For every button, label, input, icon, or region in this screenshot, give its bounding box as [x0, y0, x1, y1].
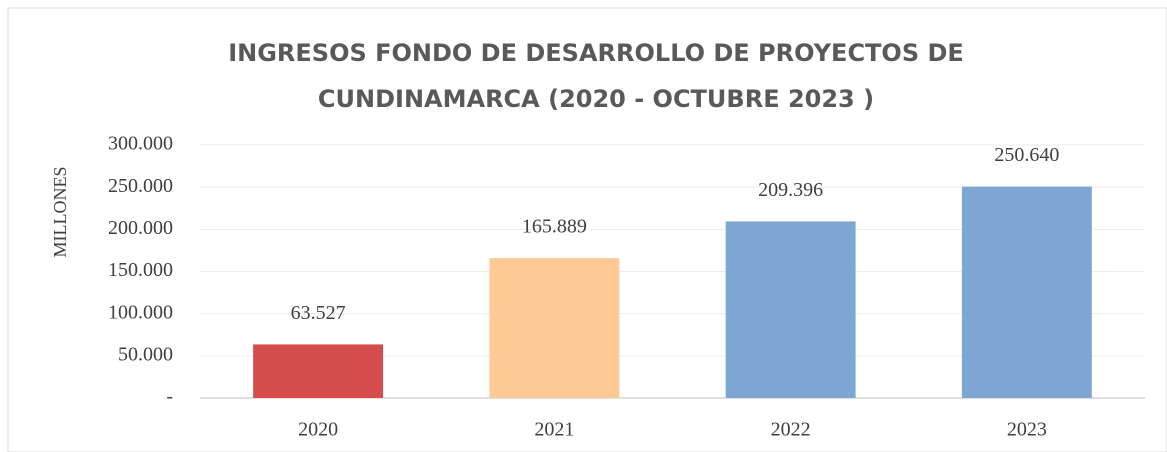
y-tick-label: 150.000 — [108, 259, 173, 281]
y-tick-label: 300.000 — [108, 133, 173, 155]
bar — [961, 186, 1092, 398]
data-label: 250.640 — [994, 144, 1059, 166]
chart-title: INGRESOS FONDO DE DESARROLLO DE PROYECTO… — [228, 39, 964, 67]
data-label: 63.527 — [291, 302, 346, 324]
bar — [253, 344, 384, 398]
x-tick-label: 2022 — [771, 419, 811, 441]
y-tick-label: 100.000 — [108, 301, 173, 323]
y-tick-label: 200.000 — [108, 217, 173, 239]
y-tick-label: 50.000 — [118, 343, 173, 365]
y-tick-label: - — [166, 386, 173, 408]
data-label: 209.396 — [758, 179, 823, 201]
chart-title: CUNDINAMARCA (2020 - OCTUBRE 2023 ) — [318, 85, 874, 113]
y-tick-label: 250.000 — [108, 175, 173, 197]
bar — [489, 258, 620, 398]
y-axis-title: MILLONES — [50, 167, 70, 258]
bar — [725, 221, 856, 398]
x-tick-label: 2023 — [1007, 419, 1047, 441]
data-label: 165.889 — [522, 216, 587, 238]
x-tick-label: 2020 — [298, 419, 338, 441]
x-tick-label: 2021 — [534, 419, 574, 441]
